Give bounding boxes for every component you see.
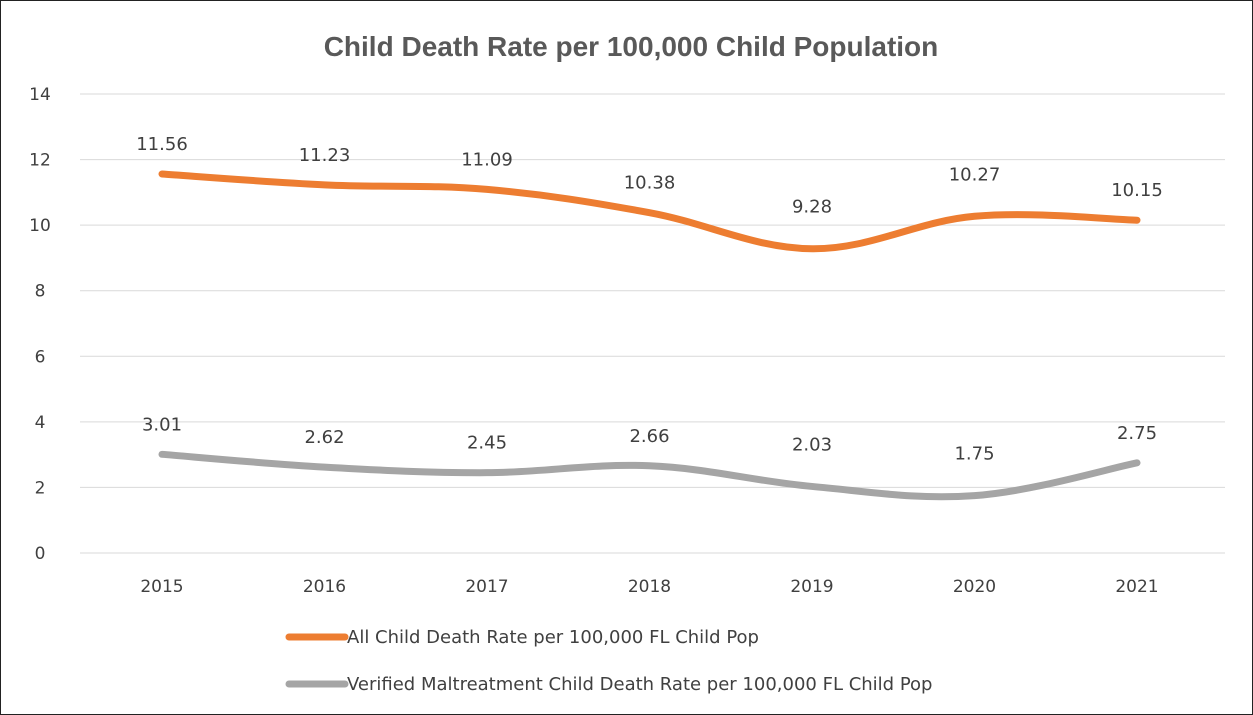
- chart-title: Child Death Rate per 100,000 Child Popul…: [324, 31, 939, 62]
- x-tick-label: 2017: [465, 577, 508, 597]
- data-label: 2.45: [467, 433, 507, 454]
- data-label: 10.38: [624, 173, 676, 194]
- x-tick-label: 2019: [790, 577, 833, 597]
- y-tick-label: 10: [29, 216, 51, 236]
- y-tick-label: 6: [35, 347, 46, 367]
- data-label: 2.62: [304, 427, 344, 448]
- y-tick-label: 14: [29, 85, 51, 105]
- data-label: 2.03: [792, 434, 832, 455]
- legend: All Child Death Rate per 100,000 FL Chil…: [285, 627, 932, 695]
- data-label: 11.56: [136, 134, 188, 155]
- x-tick-label: 2016: [303, 577, 346, 597]
- x-tick-label: 2021: [1115, 577, 1158, 597]
- data-label: 1.75: [954, 444, 994, 465]
- y-tick-label: 12: [29, 151, 51, 171]
- data-label: 2.66: [629, 426, 669, 447]
- data-label: 10.27: [949, 164, 1001, 185]
- data-label: 10.15: [1111, 180, 1163, 201]
- y-axis-ticks: 0 2 4 6 8 10 12 14: [29, 85, 51, 564]
- y-tick-label: 2: [35, 478, 46, 498]
- legend-label: Verified Maltreatment Child Death Rate p…: [347, 674, 932, 695]
- x-tick-label: 2020: [953, 577, 996, 597]
- x-tick-label: 2015: [140, 577, 183, 597]
- legend-label: All Child Death Rate per 100,000 FL Chil…: [347, 627, 759, 648]
- y-tick-label: 0: [35, 544, 46, 564]
- data-label: 9.28: [792, 197, 832, 218]
- data-label: 11.09: [461, 149, 513, 170]
- data-label: 11.23: [299, 145, 351, 166]
- y-tick-label: 4: [35, 413, 46, 433]
- data-label: 2.75: [1117, 423, 1157, 444]
- data-labels: 11.56 11.23 11.09 10.38 9.28 10.27 10.15 3.01 2.…: [136, 134, 1163, 465]
- y-tick-label: 8: [35, 282, 46, 302]
- series-lines: [158, 170, 1141, 501]
- x-tick-label: 2018: [628, 577, 671, 597]
- data-label: 3.01: [142, 414, 182, 435]
- x-axis-ticks: 2015 2016 2017 2018 2019 2020 2021: [140, 577, 1158, 597]
